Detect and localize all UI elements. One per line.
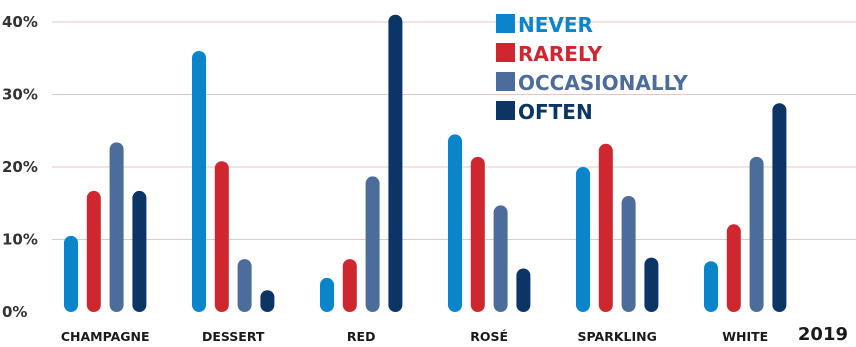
bar-never-rosé bbox=[448, 134, 462, 312]
bar-rarely-white bbox=[726, 224, 741, 312]
category-label: RED bbox=[347, 329, 376, 344]
legend-swatch-never bbox=[496, 14, 515, 33]
category-label: DESSERT bbox=[202, 329, 265, 344]
legend-label-rarely: RARELY bbox=[518, 42, 603, 66]
bar-rarely-dessert bbox=[214, 161, 229, 312]
bar-occasionally-sparkling bbox=[621, 196, 636, 312]
legend-label-often: OFTEN bbox=[518, 100, 593, 124]
bar-never-dessert bbox=[192, 51, 206, 312]
legend-swatch-often bbox=[496, 101, 515, 120]
bar-occasionally-rosé bbox=[493, 205, 508, 312]
x-axis-categories: CHAMPAGNE DESSERT RED ROSÉ SPARKLING WHITE bbox=[61, 329, 768, 344]
bar-rarely-red bbox=[342, 259, 357, 312]
bar-never-red bbox=[320, 277, 334, 312]
legend-label-never: NEVER bbox=[518, 13, 593, 37]
bar-occasionally-white bbox=[749, 156, 764, 312]
bar-often-rosé bbox=[516, 268, 531, 312]
category-label: CHAMPAGNE bbox=[61, 329, 150, 344]
bar-occasionally-champagne bbox=[109, 142, 124, 312]
bar-often-red bbox=[388, 14, 403, 312]
y-tick-label: 20% bbox=[2, 158, 38, 176]
bars bbox=[64, 14, 787, 312]
year-annotation: 2019 bbox=[798, 324, 848, 345]
bar-occasionally-dessert bbox=[237, 259, 252, 312]
y-tick-label: 10% bbox=[2, 231, 38, 249]
bar-occasionally-red bbox=[365, 176, 380, 312]
legend-label-occasionally: OCCASIONALLY bbox=[518, 71, 688, 95]
bar-rarely-champagne bbox=[86, 190, 101, 312]
y-tick-label: 30% bbox=[2, 86, 38, 104]
bar-often-dessert bbox=[260, 290, 275, 312]
y-tick-label: 0% bbox=[2, 303, 27, 321]
category-label: WHITE bbox=[722, 329, 768, 344]
bar-never-white bbox=[704, 261, 718, 312]
bar-never-sparkling bbox=[576, 167, 590, 312]
legend-swatch-rarely bbox=[496, 43, 515, 62]
bar-often-sparkling bbox=[644, 257, 659, 312]
bar-rarely-sparkling bbox=[598, 143, 613, 312]
bar-often-white bbox=[772, 103, 787, 312]
bar-never-champagne bbox=[64, 235, 78, 312]
y-axis-ticks: 0% 10% 20% 30% 40% bbox=[2, 13, 38, 321]
category-label: SPARKLING bbox=[578, 329, 657, 344]
legend: NEVER RARELY OCCASIONALLY OFTEN bbox=[496, 13, 688, 124]
bar-rarely-rosé bbox=[470, 156, 485, 312]
legend-swatch-occasionally bbox=[496, 72, 515, 91]
category-label: ROSÉ bbox=[470, 329, 508, 344]
bar-often-champagne bbox=[132, 190, 147, 312]
y-tick-label: 40% bbox=[2, 13, 38, 31]
